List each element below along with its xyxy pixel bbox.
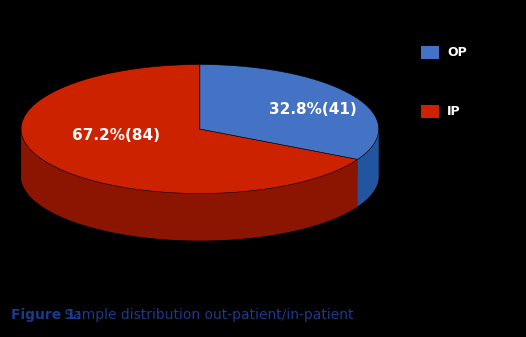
Bar bbox=[421, 105, 439, 118]
Polygon shape bbox=[358, 129, 379, 206]
Polygon shape bbox=[21, 176, 379, 240]
Text: 32.8%(41): 32.8%(41) bbox=[269, 101, 357, 117]
Polygon shape bbox=[21, 130, 358, 240]
Text: Figure 1:: Figure 1: bbox=[11, 308, 81, 322]
Polygon shape bbox=[200, 129, 358, 206]
Bar bbox=[421, 46, 439, 59]
Text: OP: OP bbox=[447, 46, 467, 59]
Text: Sample distribution out-patient/in-patient: Sample distribution out-patient/in-patie… bbox=[60, 308, 354, 322]
Text: 67.2%(84): 67.2%(84) bbox=[72, 128, 159, 143]
Text: IP: IP bbox=[447, 105, 461, 118]
Polygon shape bbox=[21, 64, 358, 193]
Polygon shape bbox=[200, 64, 379, 159]
